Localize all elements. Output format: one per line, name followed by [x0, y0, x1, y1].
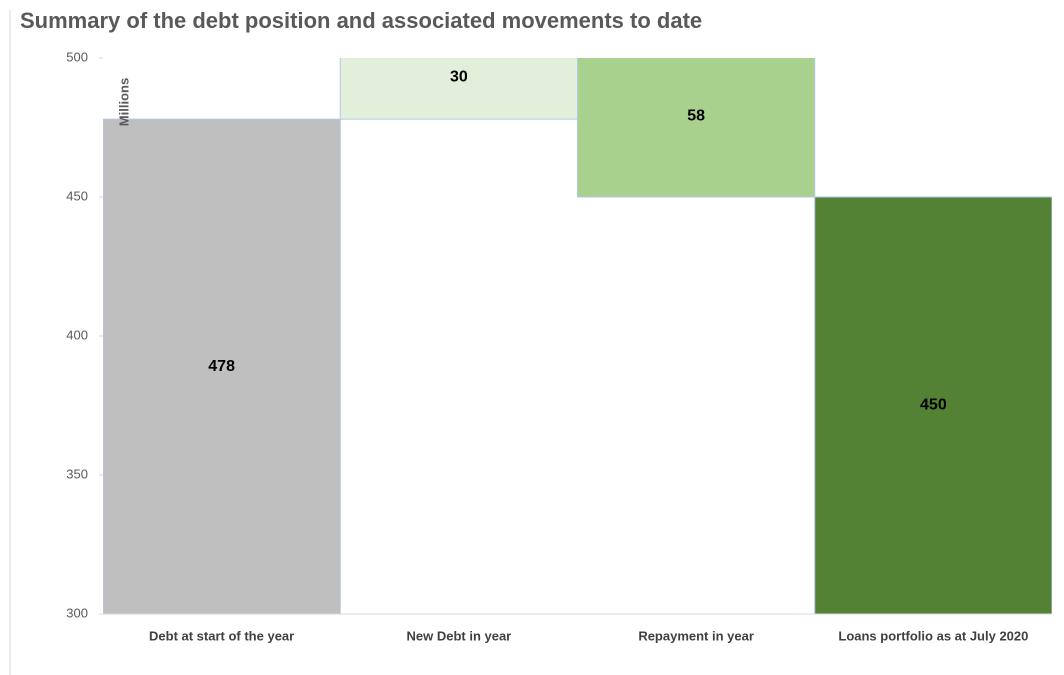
chart-title: Summary of the debt position and associa…	[20, 8, 702, 33]
x-tick-label: Loans portfolio as at July 2020	[838, 628, 1028, 643]
plot-area	[103, 58, 1052, 614]
value-label: 450	[920, 397, 947, 414]
bar	[814, 196, 1052, 614]
y-tick-label: 350	[66, 466, 88, 481]
y-tick-label: 500	[66, 49, 88, 64]
value-label: 478	[208, 358, 235, 375]
value-label: 30	[450, 69, 468, 86]
x-tick-label: Debt at start of the year	[149, 628, 294, 643]
x-tick-label: New Debt in year	[406, 628, 511, 643]
x-tick-label: Repayment in year	[638, 628, 754, 643]
bar	[103, 118, 341, 614]
bar	[339, 58, 578, 120]
value-label: 58	[687, 108, 705, 125]
y-tick-label: 450	[66, 188, 88, 203]
y-tick-label: 400	[66, 327, 88, 342]
y-unit: Millions	[116, 78, 131, 126]
y-tick-label: 300	[66, 605, 88, 620]
bar	[577, 58, 816, 198]
